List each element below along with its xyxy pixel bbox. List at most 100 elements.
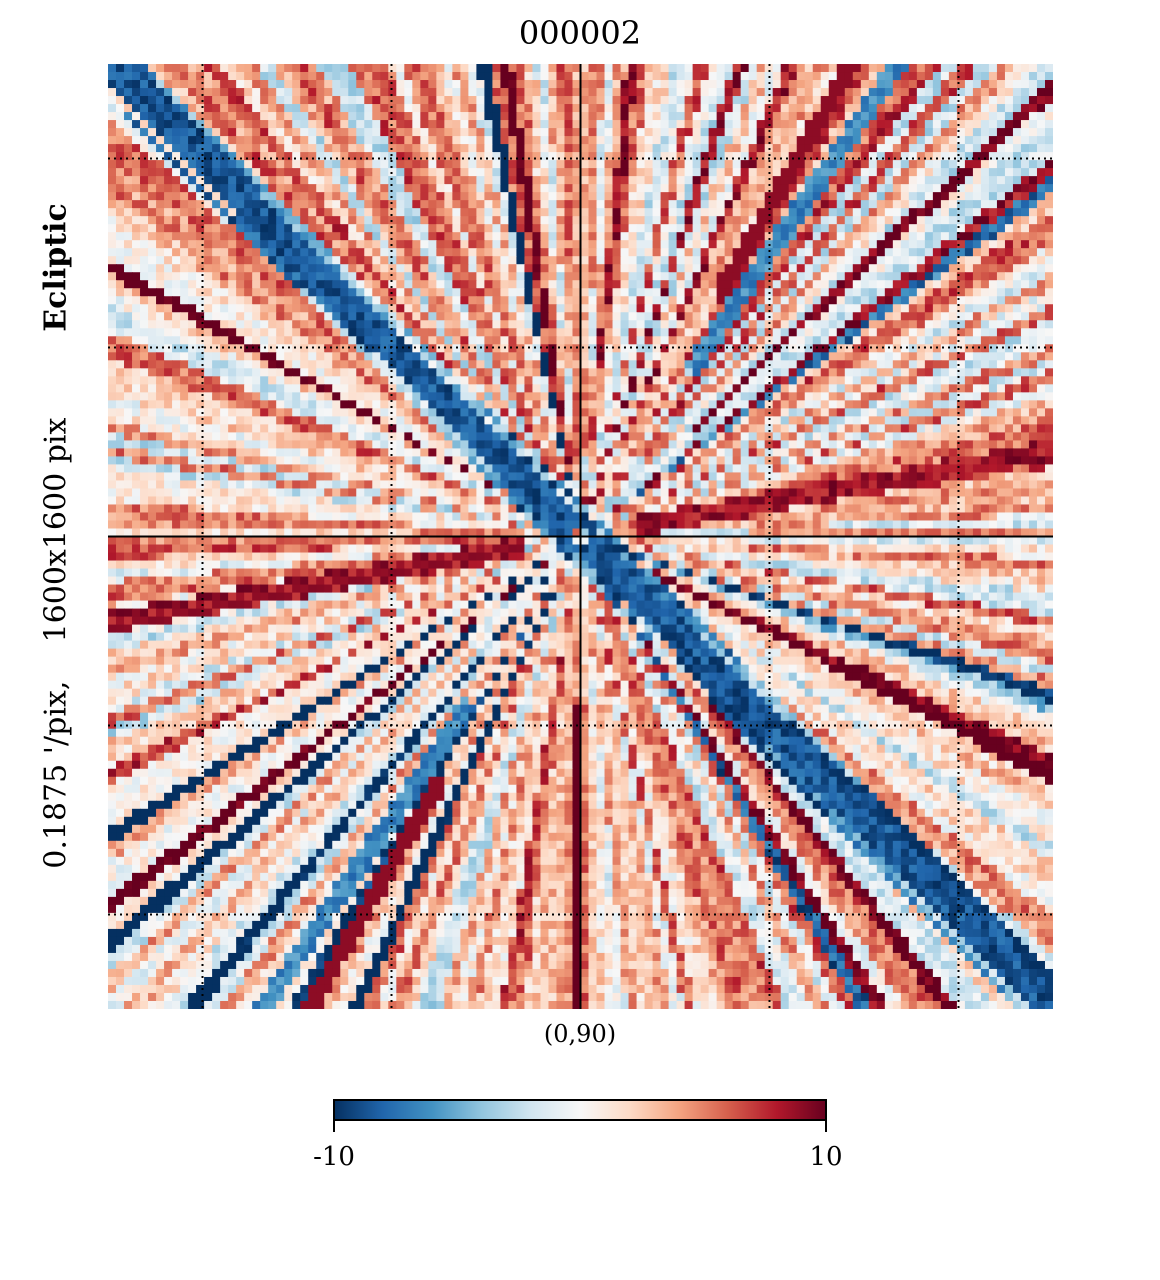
map-pixel: [372, 152, 381, 161]
map-pixel: [724, 264, 734, 273]
map-pixel: [548, 328, 558, 337]
map-pixel: [684, 320, 694, 329]
map-pixel: [772, 112, 782, 121]
map-pixel: [444, 368, 453, 377]
map-pixel: [124, 240, 133, 249]
map-pixel: [212, 320, 221, 329]
map-pixel: [988, 248, 998, 257]
map-pixel: [332, 256, 341, 265]
map-pixel: [300, 176, 309, 185]
map-pixel: [1036, 176, 1046, 185]
map-pixel: [892, 304, 902, 313]
map-pixel: [236, 152, 245, 161]
map-pixel: [164, 128, 173, 137]
map-pixel: [580, 368, 590, 377]
map-pixel: [404, 152, 413, 161]
map-pixel: [572, 168, 582, 177]
map-pixel: [988, 328, 998, 337]
map-pixel: [660, 192, 670, 201]
map-pixel: [956, 256, 966, 265]
map-pixel: [316, 152, 325, 161]
map-pixel: [132, 264, 141, 273]
map-pixel: [724, 80, 734, 89]
map-pixel: [308, 224, 317, 233]
map-pixel: [300, 64, 309, 73]
map-pixel: [628, 104, 638, 113]
map-pixel: [300, 256, 309, 265]
map-pixel: [300, 280, 309, 289]
map-pixel: [436, 272, 445, 281]
map-pixel: [476, 72, 485, 81]
map-pixel: [556, 384, 566, 393]
map-pixel: [964, 384, 974, 393]
map-pixel: [588, 80, 598, 89]
map-pixel: [396, 104, 405, 113]
map-pixel: [212, 112, 221, 121]
map-pixel: [988, 72, 998, 81]
map-pixel: [236, 312, 245, 321]
map-pixel: [788, 224, 798, 233]
map-pixel: [1020, 272, 1030, 281]
map-pixel: [444, 384, 453, 393]
map-pixel: [124, 224, 133, 233]
map-pixel: [940, 120, 950, 129]
map-pixel: [812, 136, 822, 145]
map-pixel: [612, 88, 622, 97]
map-pixel: [156, 264, 165, 273]
map-pixel: [572, 240, 582, 249]
map-pixel: [844, 72, 854, 81]
map-pixel: [188, 256, 197, 265]
map-pixel: [340, 136, 349, 145]
map-pixel: [564, 80, 574, 89]
map-pixel: [636, 160, 646, 169]
map-pixel: [700, 208, 710, 217]
map-pixel: [876, 120, 886, 129]
map-pixel: [268, 368, 277, 377]
map-pixel: [516, 248, 526, 257]
map-pixel: [796, 112, 806, 121]
map-pixel: [852, 128, 862, 137]
map-pixel: [204, 72, 213, 81]
map-pixel: [228, 272, 237, 281]
map-pixel: [604, 224, 614, 233]
map-pixel: [332, 248, 341, 257]
map-pixel: [740, 328, 750, 337]
map-pixel: [828, 288, 838, 297]
map-pixel: [556, 352, 566, 361]
map-pixel: [468, 104, 477, 113]
map-pixel: [772, 352, 782, 361]
map-pixel: [156, 336, 165, 345]
map-pixel: [868, 184, 878, 193]
map-pixel: [1044, 72, 1053, 81]
map-pixel: [188, 168, 197, 177]
map-pixel: [1036, 344, 1046, 353]
map-pixel: [516, 192, 526, 201]
map-pixel: [908, 64, 918, 73]
map-pixel: [820, 360, 830, 369]
map-pixel: [220, 248, 229, 257]
map-pixel: [316, 232, 325, 241]
map-pixel: [972, 320, 982, 329]
map-pixel: [252, 184, 261, 193]
map-pixel: [780, 384, 790, 393]
map-pixel: [404, 240, 413, 249]
map-pixel: [780, 168, 790, 177]
map-pixel: [516, 104, 526, 113]
map-pixel: [692, 152, 702, 161]
map-pixel: [820, 344, 830, 353]
map-pixel: [532, 232, 542, 241]
map-pixel: [620, 80, 630, 89]
map-pixel: [236, 344, 245, 353]
map-pixel: [932, 272, 942, 281]
map-pixel: [908, 216, 918, 225]
map-pixel: [308, 368, 317, 377]
map-pixel: [108, 168, 117, 177]
map-pixel: [692, 176, 702, 185]
map-pixel: [420, 320, 429, 329]
map-pixel: [220, 280, 229, 289]
map-pixel: [388, 336, 397, 345]
map-pixel: [804, 256, 814, 265]
map-pixel: [468, 264, 477, 273]
map-pixel: [628, 376, 638, 385]
map-pixel: [788, 192, 798, 201]
